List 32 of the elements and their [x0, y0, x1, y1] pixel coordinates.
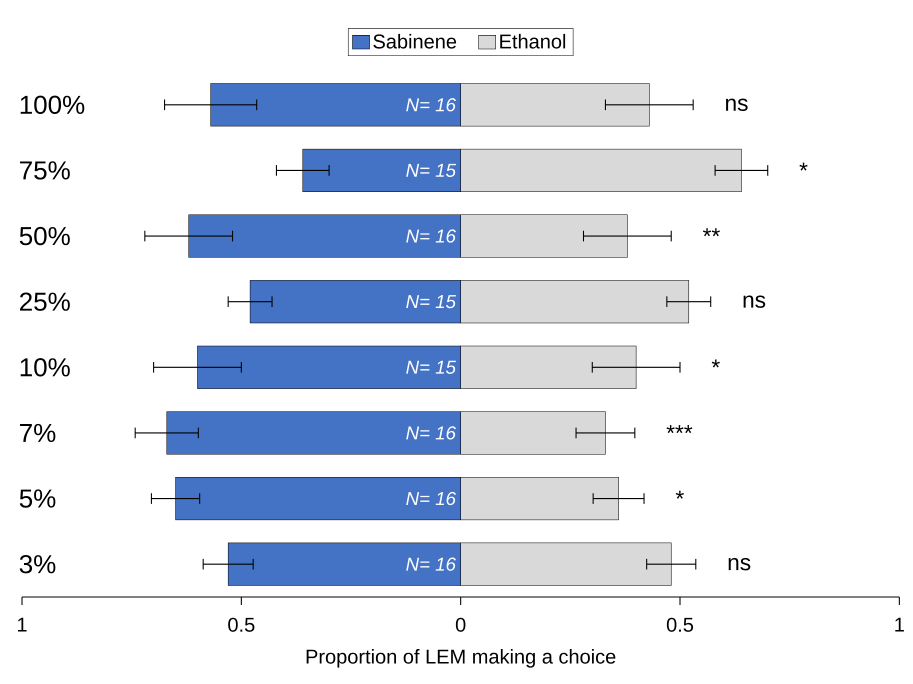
y-tick-label: 75%: [20, 161, 70, 180]
y-tick-label: 7%: [20, 424, 56, 442]
x-tick-label: 0.5: [666, 618, 694, 632]
annotation: **: [702, 228, 720, 236]
annotation: *: [799, 162, 808, 171]
legend-label: Ethanol: [500, 34, 566, 49]
annotation: N= 15: [406, 360, 456, 374]
x-tick-label: 1: [18, 618, 27, 632]
y-tick-label: 100%: [20, 96, 84, 114]
annotation: N= 16: [406, 229, 456, 243]
annotation: N= 16: [406, 492, 456, 506]
legend-label: Sabinene: [373, 34, 456, 49]
annotation: N= 16: [406, 426, 456, 440]
annotation: N= 15: [406, 295, 456, 308]
annotation: ns: [726, 98, 748, 112]
annotation: *: [676, 490, 684, 499]
annotation: ns: [728, 558, 750, 570]
x-tick-label: 0.5: [228, 618, 254, 632]
y-tick-label: 25%: [20, 292, 70, 311]
y-tick-label: 50%: [20, 226, 70, 246]
annotation: N= 16: [406, 558, 456, 571]
x-tick-label: 1: [895, 618, 904, 632]
annotation: ns: [744, 295, 766, 308]
x-axis-title: Proportion of LEM making a choice: [306, 649, 616, 668]
y-tick-label: 5%: [20, 489, 56, 508]
y-tick-label: 10%: [20, 358, 70, 377]
annotation: N= 15: [406, 164, 456, 177]
annotation: ***: [666, 425, 692, 434]
y-tick-label: 3%: [20, 554, 56, 574]
annotation: N= 16: [406, 98, 456, 112]
annotation: *: [712, 360, 720, 368]
x-tick-label: 0: [456, 618, 466, 632]
